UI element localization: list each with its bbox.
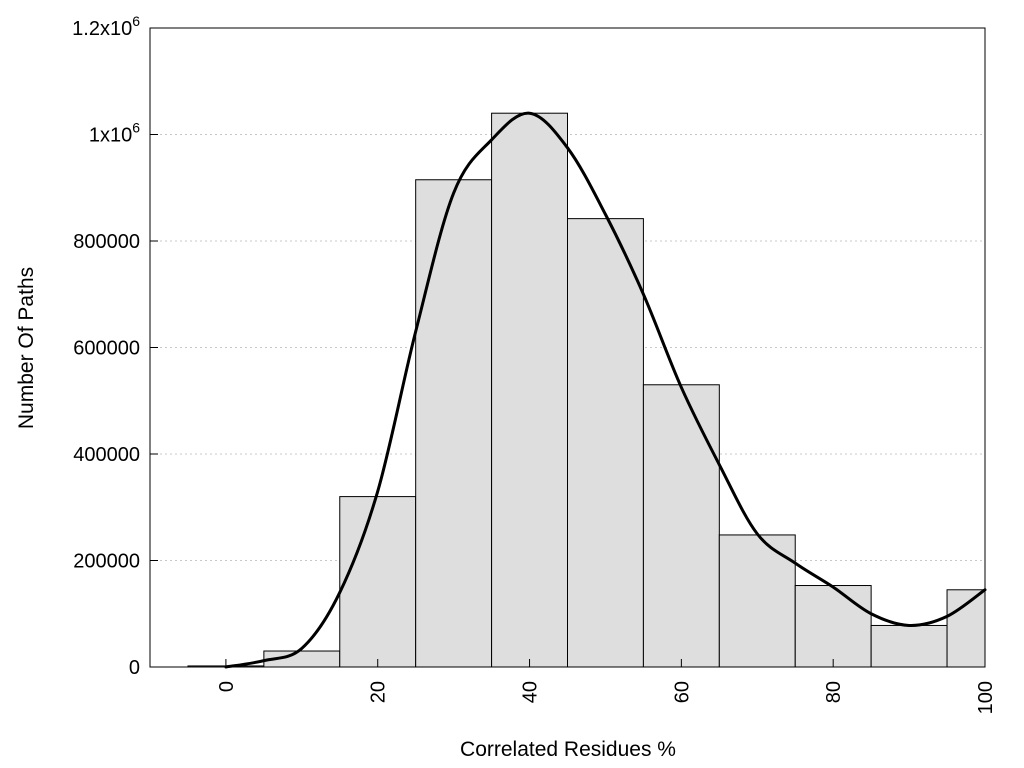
- histogram-bar: [339, 496, 417, 668]
- y-axis-title: Number Of Paths: [15, 267, 38, 429]
- x-tick-label: 100: [975, 681, 997, 714]
- x-tick-label: 60: [671, 681, 693, 703]
- histogram-bar: [642, 384, 720, 668]
- y-tick-label: 1.2x106: [72, 13, 140, 40]
- x-tick-label: 40: [520, 681, 542, 703]
- x-axis-ticks: 0 20 40 60 80 100: [216, 659, 997, 714]
- y-axis-ticks: 0 200000 400000 600000 800000 1x106 1.2x106: [72, 13, 158, 679]
- y-tick-label: 400000: [73, 444, 140, 466]
- x-tick-label: 0: [216, 681, 238, 692]
- density-curve-line: [224, 111, 987, 669]
- histogram-bar: [870, 624, 948, 668]
- y-tick-label: 600000: [73, 338, 140, 360]
- histogram-bar: [567, 218, 644, 668]
- y-tick-label: 200000: [73, 551, 140, 573]
- grid-lines: [150, 134, 985, 561]
- histogram-bar: [415, 179, 493, 668]
- x-axis-title: Correlated Residues %: [460, 738, 676, 761]
- x-tick-label: 80: [823, 681, 845, 703]
- x-tick-label: 20: [368, 681, 390, 703]
- density-curve: [224, 111, 987, 669]
- y-tick-label: 0: [129, 657, 140, 679]
- histogram-bar: [946, 589, 986, 668]
- y-tick-label: 800000: [73, 231, 140, 253]
- histogram-bars: [187, 112, 986, 668]
- histogram-bar: [491, 112, 568, 668]
- histogram-bar: [794, 585, 872, 668]
- y-tick-label: 1x106: [89, 120, 140, 147]
